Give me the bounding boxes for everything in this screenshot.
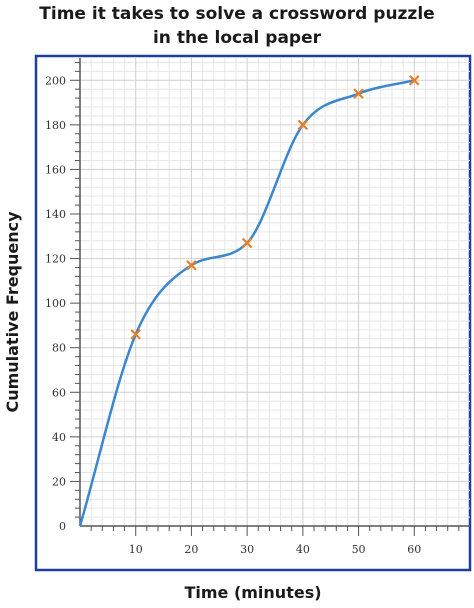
y-axis-title: Cumulative Frequency [3, 211, 22, 413]
marker-stroke [409, 75, 420, 86]
y-tick-label-40: 40 [52, 431, 66, 444]
chart-title-line-1: Time it takes to solve a crossword puzzl… [39, 4, 435, 24]
x-tick-label-40: 40 [296, 543, 310, 556]
marker-stroke [186, 259, 197, 271]
axes [70, 58, 470, 536]
cumulative-frequency-curve [78, 79, 415, 527]
data-markers [130, 75, 420, 340]
grid-major [80, 58, 470, 526]
x-tick-label-50: 50 [352, 543, 366, 556]
y-tick-label-0: 0 [59, 520, 66, 533]
x-axis-title: Time (minutes) [184, 583, 321, 602]
chart-frame [34, 54, 472, 572]
y-tick-label-160: 160 [45, 163, 66, 176]
chart-title-line-2: in the local paper [152, 28, 322, 48]
y-tick-label-140: 140 [45, 208, 66, 221]
marker-stroke [130, 329, 141, 340]
data-point-marker-50 [353, 88, 364, 99]
y-tick-label-60: 60 [52, 386, 66, 399]
grid-minor [80, 58, 470, 526]
marker-stroke [241, 237, 253, 249]
y-tick-label-80: 80 [52, 342, 66, 355]
marker-stroke [297, 119, 309, 131]
x-tick-label-20: 20 [184, 543, 198, 556]
x-tick-label-30: 30 [240, 543, 254, 556]
y-tick-label-200: 200 [45, 74, 66, 87]
x-tick-label-60: 60 [407, 543, 421, 556]
data-point-marker-30 [241, 237, 253, 249]
tick-labels: 10 20 30 40 50 60 0 20 40 60 80 100 120 140 160 180 200 [45, 74, 421, 556]
y-tick-label-20: 20 [52, 475, 66, 488]
y-tick-label-100: 100 [45, 297, 66, 310]
data-point-marker-60 [409, 75, 420, 86]
y-tick-label-120: 120 [45, 253, 66, 266]
y-tick-label-180: 180 [45, 119, 66, 132]
x-tick-label-10: 10 [129, 543, 143, 556]
data-point-marker-20 [186, 259, 197, 271]
marker-stroke [353, 88, 364, 99]
data-point-marker-10 [130, 329, 141, 340]
data-point-marker-40 [297, 119, 309, 131]
